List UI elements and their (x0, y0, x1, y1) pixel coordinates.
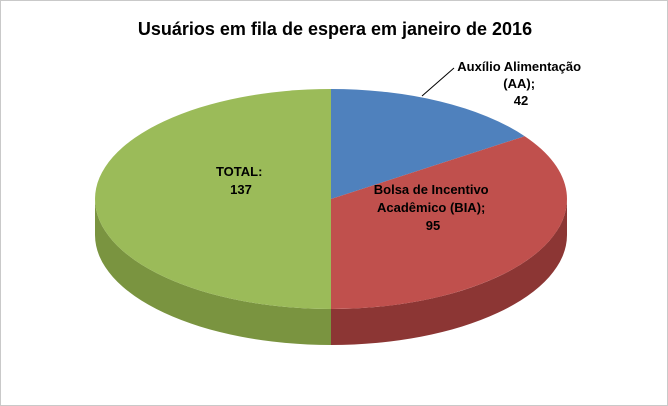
label-total-line1: TOTAL: (216, 164, 262, 179)
label-bia-line1: Bolsa de Incentivo (374, 182, 489, 197)
pie-slice (331, 136, 567, 309)
label-bia: Bolsa de Incentivo Acadêmico (BIA); 95 (374, 182, 493, 233)
label-bia-line3: 95 (426, 218, 440, 233)
pie-slice (331, 89, 525, 199)
pie-slices (95, 89, 567, 345)
callout-line (421, 67, 455, 97)
label-aa: Auxílio Alimentação (AA); 42 (457, 59, 584, 108)
pie-slice-side (331, 199, 567, 345)
label-total: TOTAL: 137 (216, 164, 266, 197)
label-total-line2: 137 (230, 182, 252, 197)
pie-slice-side (95, 199, 331, 345)
pie-slice (95, 89, 331, 309)
label-aa-line3: 42 (514, 93, 528, 108)
label-aa-line2: (AA); (503, 76, 535, 91)
chart-title: Usuários em fila de espera em janeiro de… (138, 19, 532, 39)
label-bia-line2: Acadêmico (BIA); (377, 200, 485, 215)
label-aa-line1: Auxílio Alimentação (457, 59, 581, 74)
